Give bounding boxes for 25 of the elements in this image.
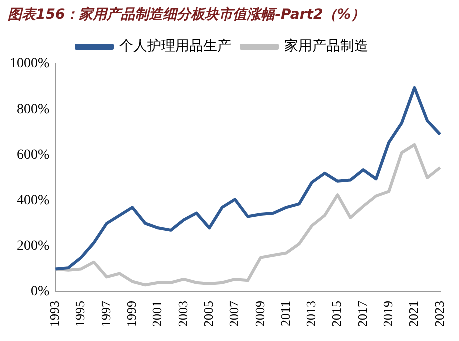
x-tick-label: 1997 [98, 300, 114, 327]
x-tick-label: 2011 [278, 301, 293, 327]
legend-label: 家用产品制造 [284, 38, 368, 55]
x-tick-label: 2009 [252, 301, 268, 327]
x-tick-label: 2017 [354, 300, 370, 327]
x-tick-label: 1999 [124, 301, 140, 327]
x-tick-label: 2003 [175, 301, 190, 327]
x-tick-label: 1995 [72, 301, 88, 327]
x-tick-label: 2005 [200, 301, 216, 327]
y-tick-label: 800% [16, 102, 50, 118]
y-tick-label: 0% [30, 284, 50, 300]
x-tick-label: 2015 [329, 301, 344, 327]
x-tick-label: 2019 [380, 301, 396, 327]
x-tick-label: 2021 [406, 301, 422, 327]
x-tick-label: 2013 [304, 301, 319, 327]
y-tick-label: 1000% [10, 56, 50, 72]
x-tick-label: 1993 [47, 301, 62, 327]
y-tick-label: 200% [16, 239, 50, 254]
y-tick-label: 400% [16, 193, 50, 208]
legend-label: 个人护理用品生产 [120, 38, 232, 55]
x-tick-label: 2007 [226, 300, 242, 327]
chart-title: 图表156：家用产品制造细分板块市值涨幅-Part2（%） [7, 6, 366, 25]
y-tick-label: 600% [16, 148, 50, 163]
x-tick-label: 2001 [150, 301, 165, 327]
x-tick-label: 2023 [432, 301, 447, 327]
